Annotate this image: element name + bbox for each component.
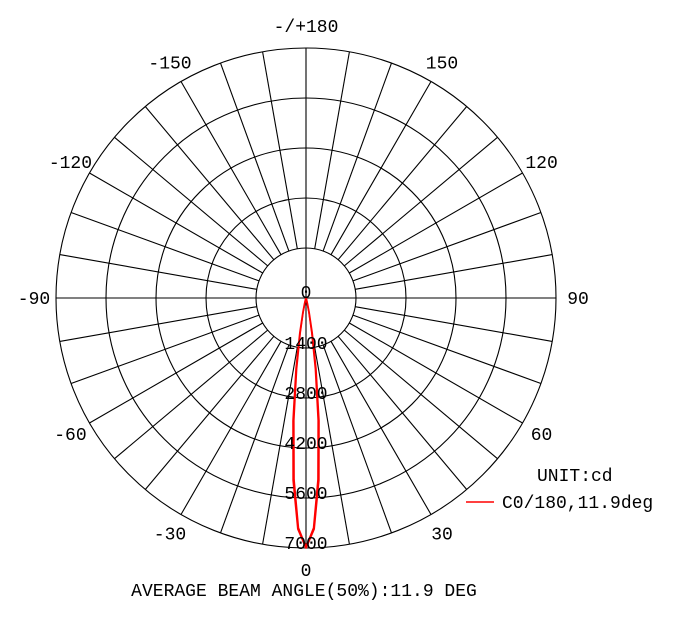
grid-spoke (114, 329, 269, 460)
polar-grid (55, 47, 557, 549)
grid-spoke (180, 81, 282, 255)
angle-tick-label: 0 (301, 562, 312, 582)
angle-tick-label: 60 (531, 426, 553, 446)
angle-tick-label: -60 (54, 426, 86, 446)
angle-tick-label: -30 (154, 526, 186, 546)
grid-spoke (352, 211, 542, 282)
grid-spoke (70, 211, 260, 282)
grid-spoke (180, 341, 282, 515)
angle-tick-label: 30 (431, 526, 453, 546)
grid-spoke (337, 335, 468, 490)
grid-spoke (352, 314, 542, 385)
grid-spoke (337, 106, 468, 261)
grid-spoke (114, 136, 269, 267)
grid-spoke (144, 106, 275, 261)
angle-tick-label: -/+180 (274, 18, 339, 38)
angle-tick-label: 150 (426, 54, 458, 74)
series-curve (293, 297, 319, 548)
grid-spoke (343, 329, 498, 460)
angle-tick-label: 120 (525, 154, 557, 174)
grid-spoke (355, 306, 553, 342)
grid-spoke (314, 51, 350, 249)
grid-spoke (70, 314, 260, 385)
grid-spoke (59, 306, 257, 342)
grid-spoke (262, 347, 298, 545)
grid-spoke (330, 81, 432, 255)
grid-spoke (343, 136, 498, 267)
grid-spoke (355, 254, 553, 290)
angle-labels: 0 30 60 90 120 150 -/+180 -150 -120 -90 -60 -30 (18, 18, 589, 582)
grid-spoke (330, 341, 432, 515)
radial-tick-label: 2800 (284, 385, 327, 405)
grid-spoke (314, 347, 350, 545)
grid-spoke (219, 62, 290, 252)
series-layer (292, 297, 320, 549)
grid-spoke (262, 51, 298, 249)
radial-tick-label: 5600 (284, 485, 327, 505)
grid-spoke (89, 172, 263, 274)
angle-tick-label: -120 (49, 154, 92, 174)
angle-tick-label: -150 (148, 54, 191, 74)
angle-tick-label: -90 (18, 290, 50, 310)
radial-tick-label: 1400 (284, 335, 327, 355)
legend-entry: C0/180,11.9deg (502, 494, 653, 514)
grid-spoke (349, 322, 523, 424)
grid-spoke (349, 172, 523, 274)
angle-tick-label: 90 (567, 290, 589, 310)
unit-label: UNIT:cd (537, 467, 613, 487)
grid-spoke (59, 254, 257, 290)
radial-tick-label: 4200 (284, 435, 327, 455)
grid-spoke (89, 322, 263, 424)
radial-tick-label: 7000 (284, 535, 327, 555)
grid-spoke (144, 335, 275, 490)
grid-spoke (322, 62, 393, 252)
grid-spoke (219, 344, 290, 534)
grid-spoke (322, 344, 393, 534)
footer-beam-angle: AVERAGE BEAM ANGLE(50%):11.9 DEG (131, 582, 477, 602)
radial-labels: 0 1400 2800 4200 5600 7000 (284, 284, 327, 555)
radial-tick-label: 0 (301, 284, 312, 304)
